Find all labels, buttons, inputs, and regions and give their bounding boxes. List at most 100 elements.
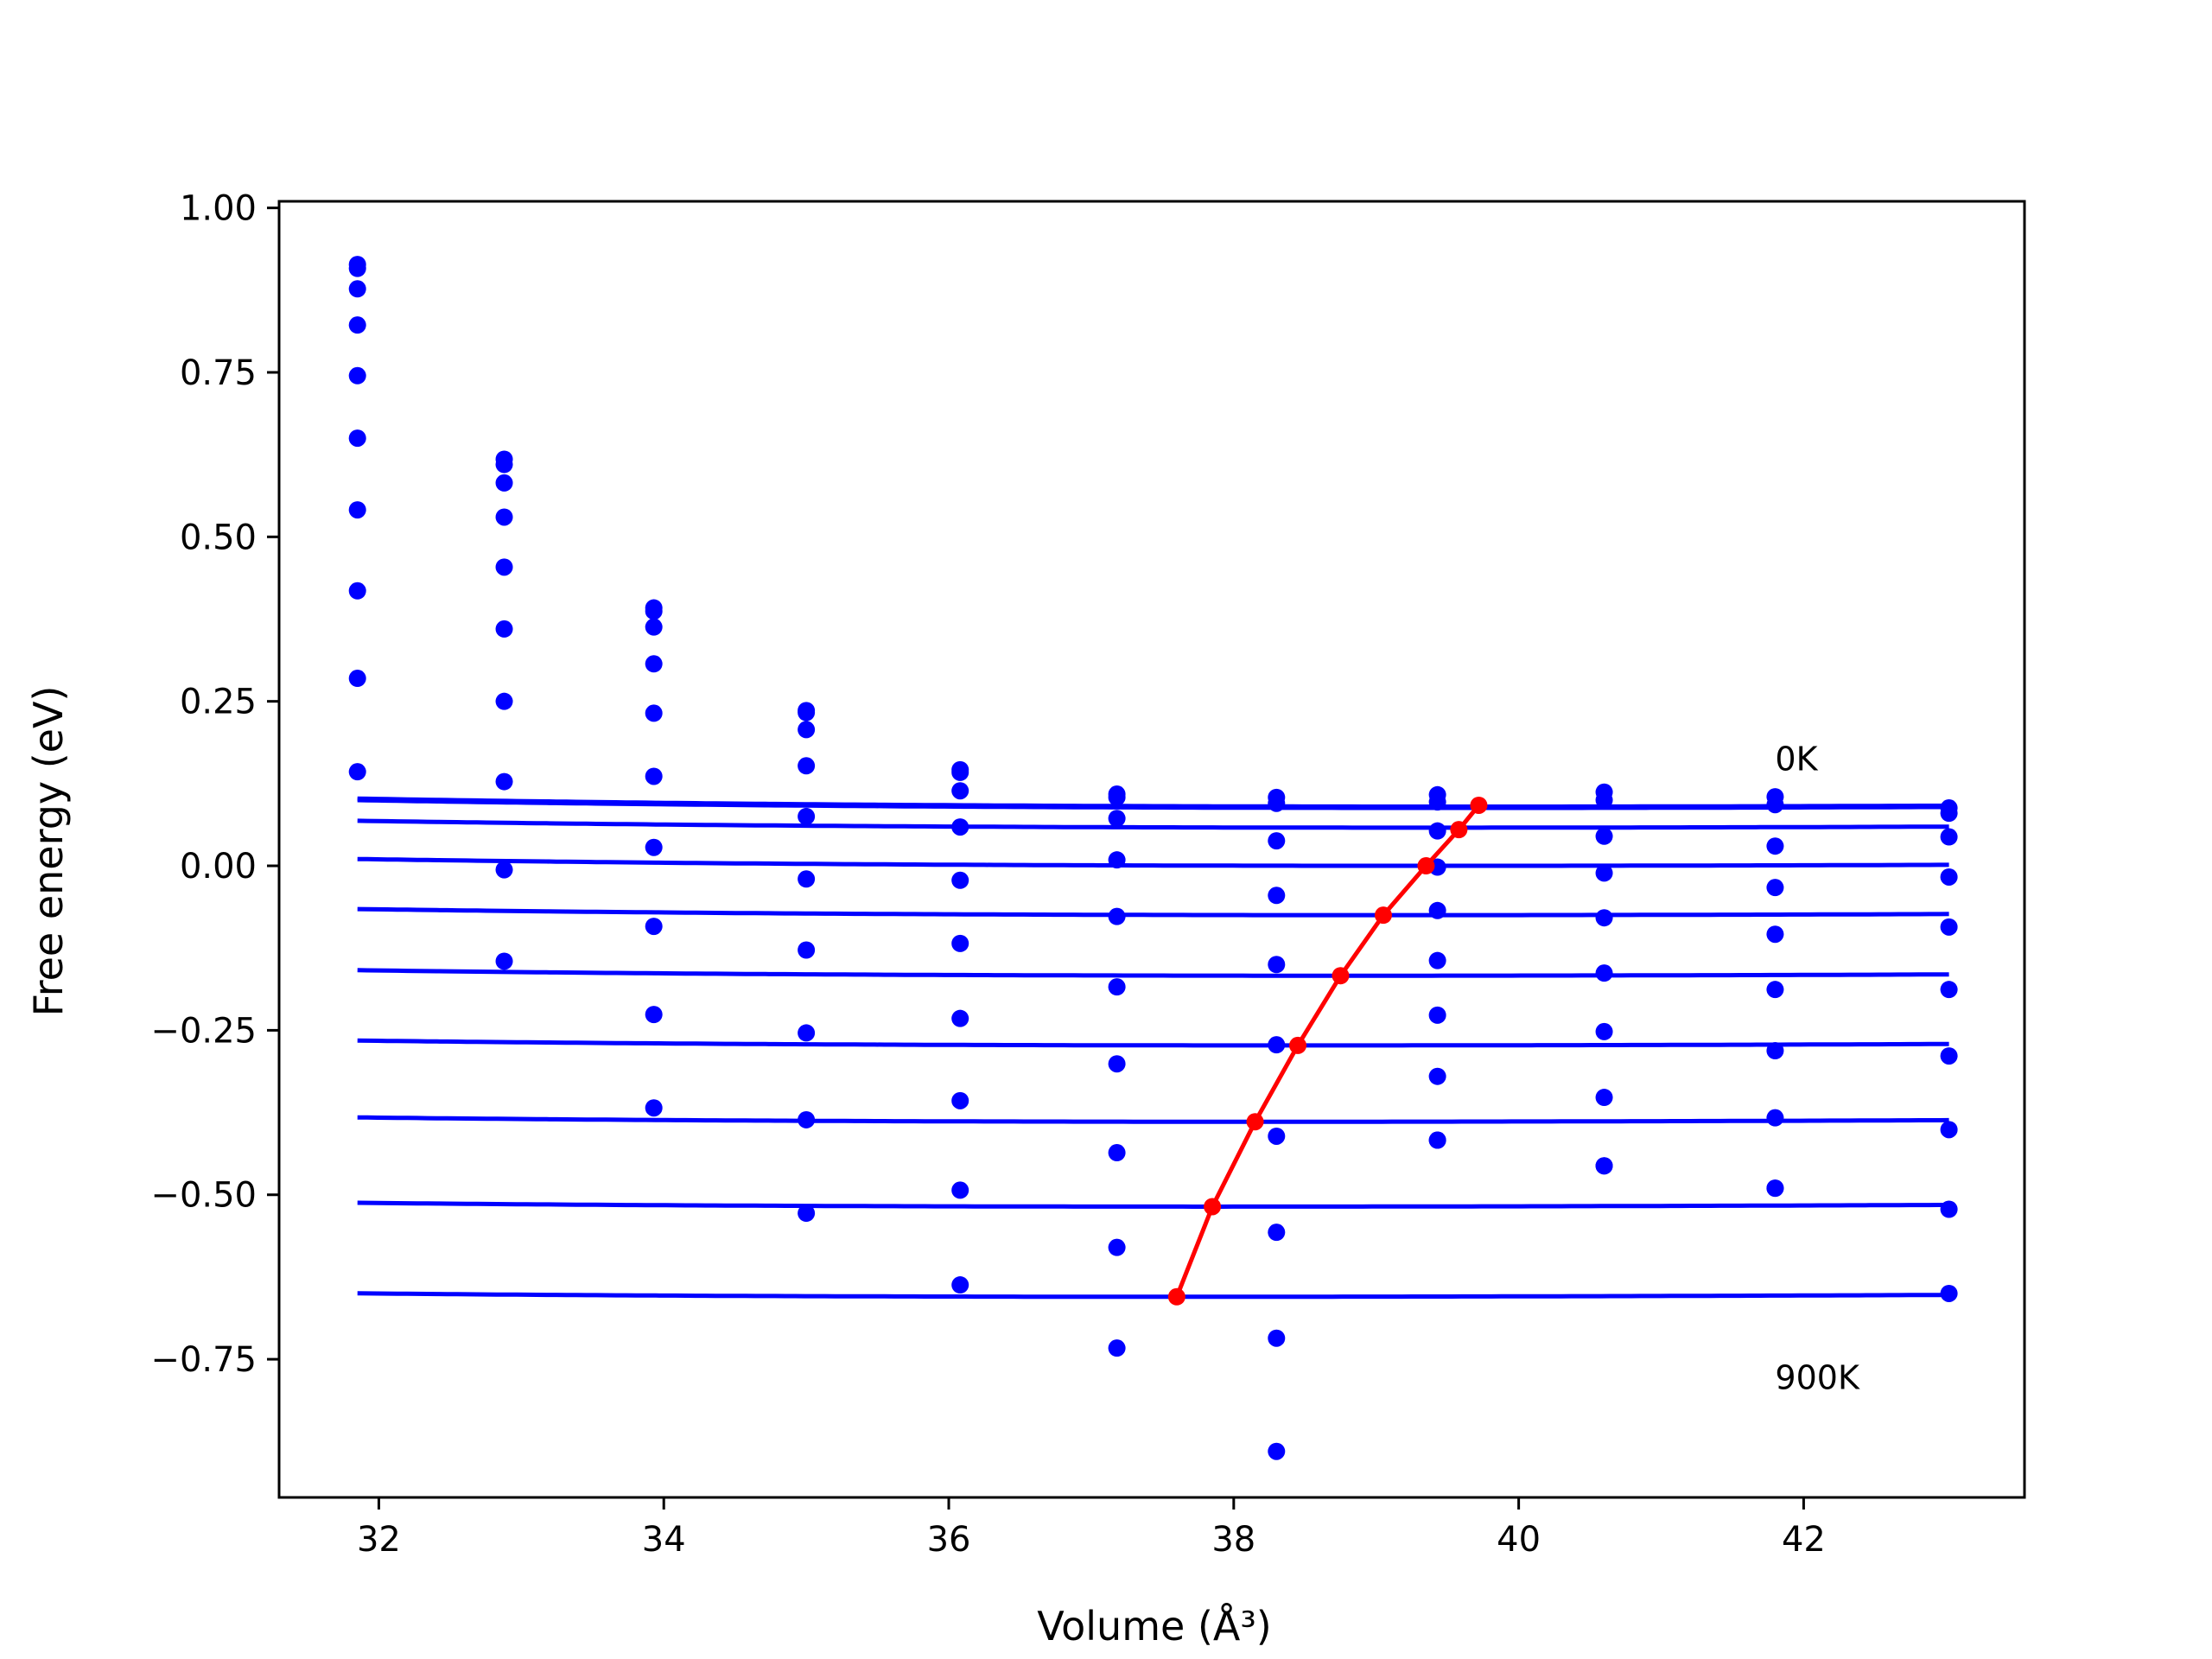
curve-800K (357, 1200, 1949, 1209)
point-800K (798, 1110, 816, 1128)
point-600K (1108, 1055, 1126, 1073)
point-700K (951, 1091, 969, 1109)
minimum-point (1417, 857, 1435, 875)
point-800K (348, 670, 366, 688)
point-700K (1595, 1089, 1613, 1107)
y-tick-label: 0.50 (180, 518, 257, 557)
point-100K (1268, 794, 1286, 812)
point-400K (1108, 907, 1126, 925)
point-600K (1268, 1127, 1286, 1145)
y-tick-label: 0.75 (180, 353, 257, 393)
point-800K (1108, 1238, 1126, 1256)
point-400K (1428, 901, 1446, 919)
point-400K (951, 871, 969, 889)
point-200K (951, 782, 969, 800)
point-500K (1940, 981, 1958, 999)
minimum-point (1246, 1113, 1264, 1131)
point-600K (1940, 1047, 1958, 1065)
point-100K (951, 763, 969, 781)
annotation-900k: 900K (1775, 1358, 1860, 1396)
point-200K (1108, 810, 1126, 828)
point-200K (1428, 822, 1446, 840)
point-900K (1595, 1157, 1613, 1175)
point-900K (798, 1205, 816, 1223)
point-700K (798, 1024, 816, 1042)
point-300K (348, 316, 366, 334)
x-tick-label: 42 (1782, 1520, 1826, 1560)
point-700K (645, 918, 663, 936)
point-600K (1766, 1041, 1784, 1059)
plot-frame (277, 200, 2026, 1499)
point-900K (645, 1099, 663, 1117)
point-600K (798, 941, 816, 959)
point-400K (1940, 918, 1958, 936)
point-700K (1108, 1144, 1126, 1162)
point-300K (1268, 887, 1286, 905)
point-200K (1268, 832, 1286, 850)
point-200K (1940, 828, 1958, 846)
point-200K (348, 280, 366, 298)
y-tick-label: −0.25 (150, 1011, 257, 1051)
point-200K (645, 618, 663, 636)
point-500K (1428, 951, 1446, 969)
point-800K (951, 1181, 969, 1199)
point-900K (1766, 1179, 1784, 1198)
point-300K (645, 655, 663, 673)
point-500K (951, 934, 969, 952)
fit-curves (357, 796, 1949, 1300)
point-700K (1268, 1224, 1286, 1242)
curve-400K (357, 906, 1949, 918)
point-500K (348, 429, 366, 448)
minimum-point (1332, 967, 1350, 985)
point-100K (1108, 788, 1126, 806)
point-900K (1940, 1284, 1958, 1302)
y-axis-ticks: 1.00 0.75 0.50 0.25 0.00 −0.25 −0.50 −0.75 (150, 189, 279, 1380)
point-800K (495, 861, 513, 879)
point-700K (1940, 1121, 1958, 1139)
point-900K (1268, 1442, 1286, 1460)
point-700K (1766, 1109, 1784, 1127)
curve-100K (357, 798, 1949, 810)
point-700K (1428, 1067, 1446, 1085)
point-600K (1428, 1006, 1446, 1024)
curve-900K (357, 1291, 1949, 1300)
x-tick-label: 40 (1497, 1520, 1541, 1560)
curve-300K (357, 856, 1949, 868)
point-900K (1108, 1339, 1126, 1357)
point-800K (1940, 1200, 1958, 1218)
point-800K (645, 1006, 663, 1024)
point-600K (495, 692, 513, 710)
minimum-point (1470, 796, 1488, 814)
point-900K (348, 763, 366, 781)
point-500K (1595, 964, 1613, 982)
point-300K (798, 757, 816, 775)
y-tick-label: −0.75 (150, 1340, 257, 1380)
x-axis-label: Volume (Å³) (1037, 1603, 1272, 1649)
x-tick-label: 36 (927, 1520, 971, 1560)
point-200K (1766, 837, 1784, 855)
data-points (348, 256, 1958, 1460)
point-300K (1766, 879, 1784, 897)
curve-200K (357, 818, 1949, 830)
point-500K (495, 620, 513, 638)
point-500K (645, 767, 663, 785)
point-200K (1595, 827, 1613, 845)
y-tick-label: 0.25 (180, 683, 257, 722)
curve-600K (357, 1038, 1949, 1048)
point-100K (1428, 793, 1446, 811)
point-400K (1268, 956, 1286, 974)
point-600K (348, 501, 366, 519)
minimum-point (1450, 821, 1468, 839)
minimum-point (1289, 1036, 1307, 1054)
point-600K (951, 1009, 969, 1027)
point-400K (798, 807, 816, 825)
point-200K (798, 721, 816, 739)
point-400K (1595, 909, 1613, 927)
point-200K (495, 474, 513, 492)
point-100K (1595, 791, 1613, 809)
y-tick-label: 0.00 (180, 847, 257, 887)
x-tick-label: 34 (642, 1520, 686, 1560)
point-500K (1268, 1036, 1286, 1054)
point-500K (1108, 978, 1126, 996)
